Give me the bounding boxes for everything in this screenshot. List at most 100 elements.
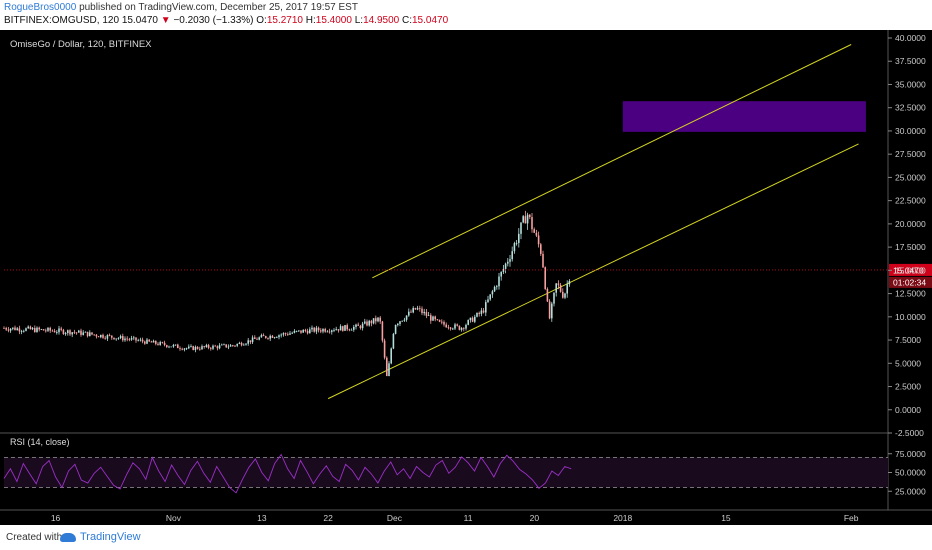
candle-body: [430, 315, 432, 321]
close-label: C:: [402, 15, 412, 26]
candle-body: [20, 331, 23, 332]
candle-body: [71, 332, 73, 335]
candle-body: [212, 345, 214, 349]
countdown-tag: [889, 276, 932, 288]
candle-body: [141, 339, 144, 342]
candle-body: [471, 317, 474, 322]
candle-body: [18, 328, 21, 332]
candle-body: [496, 286, 498, 288]
candle-body: [482, 310, 485, 313]
ohlc-info: BITFINEX:OMGUSD, 120 15.0470 ▼ −0.2030 (…: [4, 15, 448, 26]
candle-body: [135, 337, 137, 341]
candle-body: [51, 330, 54, 332]
candle-body: [45, 330, 47, 332]
open-label: O:: [256, 15, 267, 26]
candle-body: [559, 285, 562, 292]
candle-body: [480, 310, 483, 314]
candle-body: [474, 316, 476, 322]
candle-body: [566, 284, 568, 294]
chart-area[interactable]: 15.0470 01:02:34 40.0000 37.5000 35.0000 32.5…: [0, 30, 932, 525]
candle-body: [386, 357, 388, 377]
candle-body: [392, 333, 395, 349]
candle-body: [544, 267, 546, 289]
candle-body: [463, 327, 465, 329]
price-axis-label: 7.5000: [895, 335, 921, 345]
candle-body: [133, 337, 135, 339]
candle-body: [273, 337, 276, 339]
candle-body: [425, 311, 428, 316]
candle-body: [377, 317, 379, 322]
candle-body: [104, 337, 106, 339]
candle-body: [5, 328, 7, 330]
candle-body: [78, 330, 80, 333]
candle-body: [221, 344, 223, 346]
candle-body: [302, 329, 304, 333]
candle-body: [313, 327, 315, 332]
candle-body: [555, 283, 557, 293]
candle-body: [245, 343, 247, 345]
candle-body: [421, 308, 423, 314]
candle-body: [260, 335, 263, 338]
price-axis-label: 32.5000: [895, 103, 926, 113]
candle-body: [240, 342, 243, 346]
candle-body: [214, 345, 216, 347]
candle-body: [31, 328, 34, 330]
candle-body: [124, 338, 126, 341]
candle-body: [518, 233, 520, 243]
candle-body: [64, 332, 67, 334]
candle-body: [183, 348, 186, 350]
candle-body: [256, 338, 258, 340]
candle-body: [174, 344, 177, 346]
candle-body: [504, 263, 507, 269]
change-arrow-icon: ▼: [160, 15, 171, 26]
countdown-label: 01:02:34: [893, 277, 926, 287]
candle-body: [568, 281, 571, 285]
candle-body: [491, 291, 494, 295]
candle-body: [216, 346, 219, 349]
candle-body: [557, 283, 560, 286]
candle-body: [238, 342, 241, 344]
candle-body: [304, 329, 307, 331]
candle-body: [119, 336, 122, 339]
candle-body: [502, 268, 505, 272]
candle-body: [533, 229, 535, 233]
candle-body: [408, 311, 410, 316]
candle-body: [478, 312, 480, 314]
candle-body: [443, 321, 445, 325]
candle-body: [276, 337, 278, 338]
time-axis-label: 11: [464, 513, 473, 523]
candle-body: [300, 330, 302, 333]
candle-body: [117, 338, 120, 339]
candle-body: [511, 251, 513, 260]
publish-info: RogueBros0000 published on TradingView.c…: [4, 2, 358, 13]
candle-body: [144, 341, 146, 344]
tradingview-logo[interactable]: TradingView: [60, 531, 141, 543]
candle-body: [163, 342, 166, 346]
candle-body: [414, 308, 417, 310]
candle-body: [258, 337, 260, 340]
symbol-info: BITFINEX:OMGUSD, 120: [4, 15, 120, 26]
candle-body: [375, 318, 377, 322]
price-axis-label: 10.0000: [895, 312, 926, 322]
author-link[interactable]: RogueBros0000: [4, 2, 77, 13]
rsi-line: [3, 453, 572, 494]
candle-body: [210, 347, 212, 349]
candle-body: [447, 327, 450, 329]
candle-body: [405, 315, 408, 320]
rsi-axis-label: 75.0000: [895, 449, 926, 459]
candle-body: [73, 332, 76, 334]
candle-body: [397, 323, 399, 325]
time-axis-label: Nov: [166, 513, 182, 523]
candle-body: [364, 321, 366, 324]
price-axis-label: 30.0000: [895, 126, 926, 136]
candle-body: [95, 334, 98, 337]
candle-body: [225, 344, 227, 348]
candle-body: [309, 329, 311, 334]
candle-body: [399, 321, 401, 324]
candle-body: [540, 244, 542, 254]
candle-body: [106, 335, 109, 339]
candle-body: [353, 326, 355, 330]
chart-canvas[interactable]: 15.0470 01:02:34 40.0000 37.5000 35.0000 32.5…: [0, 30, 932, 525]
candle-body: [205, 345, 208, 348]
candle-body: [179, 348, 181, 349]
